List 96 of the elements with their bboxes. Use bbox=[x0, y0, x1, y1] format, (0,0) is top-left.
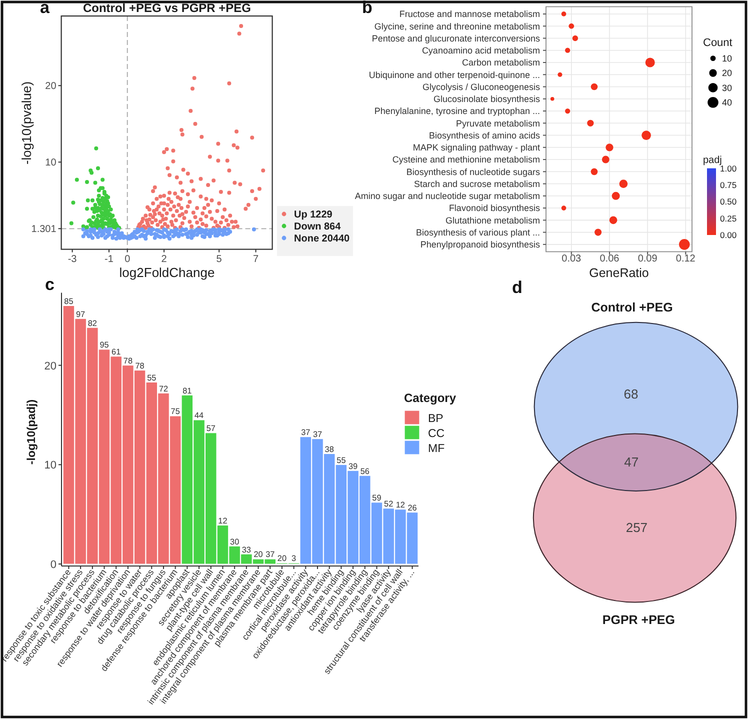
annotation: 61 bbox=[112, 348, 122, 357]
annotation: 75 bbox=[170, 407, 180, 416]
annotation: 56 bbox=[360, 466, 370, 476]
text: d bbox=[512, 278, 522, 297]
x-tick-label: 5 bbox=[216, 254, 222, 265]
annotation: 3 bbox=[292, 554, 297, 564]
y-tick-label: Ubiquinone and other terpenoid-quinone ... bbox=[368, 70, 540, 80]
annotation: 85 bbox=[64, 296, 74, 306]
x-axis-title: GeneRatio bbox=[589, 266, 649, 280]
annotation: 20 bbox=[254, 550, 264, 560]
x-tick-label: 0.09 bbox=[638, 254, 658, 265]
legend-title: Count bbox=[703, 37, 732, 49]
y-tick-label: 10 bbox=[44, 460, 56, 472]
y-tick-label: 1.301 bbox=[31, 224, 57, 236]
annotation: 33 bbox=[242, 545, 252, 554]
y-tick-label: Glycine, serine and threonine metabolism bbox=[374, 21, 540, 32]
data-label: 47 bbox=[624, 454, 639, 470]
annotation: 59 bbox=[372, 494, 382, 503]
legend-label: None 20440 bbox=[294, 234, 350, 244]
legend-label: BP bbox=[428, 413, 444, 425]
legend-label: 20 bbox=[722, 68, 732, 78]
y-tick-label: Fructose and mannose metabolism bbox=[399, 9, 540, 20]
annotation: 37 bbox=[266, 550, 276, 560]
annotation: 72 bbox=[158, 384, 168, 394]
x-tick-label: -1 bbox=[104, 254, 114, 265]
legend-label: MF bbox=[428, 443, 445, 455]
color-bar-label: 0.00 bbox=[720, 230, 737, 240]
legend-label: 10 bbox=[722, 54, 732, 64]
y-tick-label: Glycolysis / Gluconeogenesis bbox=[422, 82, 540, 92]
text: c bbox=[45, 275, 54, 294]
category-label: Control +PEG bbox=[591, 300, 673, 314]
y-tick-label: Glutathione metabolism bbox=[445, 215, 540, 226]
annotation: 95 bbox=[100, 340, 110, 350]
y-tick-label: Biosynthesis of nucleotide sugars bbox=[406, 166, 540, 177]
x-tick-label: 0.03 bbox=[562, 254, 582, 265]
data-label: 68 bbox=[624, 386, 638, 402]
annotation: 12 bbox=[218, 516, 228, 526]
legend-label: 40 bbox=[722, 98, 732, 108]
legend-label: 30 bbox=[722, 82, 732, 93]
y-tick-label: Phenylpropanoid biosynthesis bbox=[420, 240, 540, 250]
x-tick-label: -3 bbox=[68, 254, 78, 265]
color-bar-title: padj bbox=[703, 155, 722, 166]
annotation: 82 bbox=[88, 318, 98, 328]
annotation: 39 bbox=[348, 462, 358, 471]
y-tick-label: Cysteine and methionine metabolism bbox=[392, 154, 540, 165]
legend-label: Down 864 bbox=[294, 222, 342, 232]
annotation: 20 bbox=[277, 554, 287, 564]
color-bar-label: 0.50 bbox=[720, 196, 737, 207]
data-label: 257 bbox=[626, 520, 648, 535]
annotation: 12 bbox=[396, 500, 406, 510]
y-tick-label: Biosynthesis of various plant ... bbox=[416, 227, 540, 238]
color-bar-label: 0.75 bbox=[720, 180, 737, 190]
y-tick-label: Biosynthesis of amino acids bbox=[428, 130, 540, 140]
annotation: 44 bbox=[194, 411, 204, 420]
annotation: 38 bbox=[324, 444, 334, 454]
annotation: 37 bbox=[312, 430, 323, 440]
legend-label: Up 1229 bbox=[294, 210, 333, 220]
annotation: 57 bbox=[206, 424, 216, 434]
annotation: 78 bbox=[123, 356, 133, 366]
color-bar-label: 0.25 bbox=[720, 213, 737, 224]
annotation: 97 bbox=[76, 310, 86, 319]
y-tick-label: Pyruvate metabolism bbox=[456, 118, 540, 128]
legend-label: CC bbox=[428, 428, 445, 440]
x-tick-label: 7 bbox=[253, 254, 260, 265]
annotation: 81 bbox=[182, 386, 192, 396]
annotation: 26 bbox=[408, 504, 418, 513]
y-tick-label: Glucosinolate biosynthesis bbox=[433, 94, 540, 104]
annotation: 30 bbox=[230, 537, 240, 546]
annotation: 55 bbox=[147, 373, 157, 382]
x-tick-label: 0 bbox=[124, 254, 131, 265]
y-tick-label: 10 bbox=[45, 158, 57, 169]
text: a bbox=[40, 0, 50, 17]
y-tick-label: Phenylalanine, tyrosine and tryptophan ... bbox=[374, 106, 540, 116]
y-tick-label: Carbon metabolism bbox=[462, 58, 540, 68]
annotation: 52 bbox=[384, 500, 394, 509]
y-tick-label: 20 bbox=[44, 360, 56, 372]
x-tick-label: 0.12 bbox=[676, 254, 696, 265]
y-tick-label: Amino sugar and nucleotide sugar metabolism bbox=[354, 191, 540, 202]
category-label: PGPR +PEG bbox=[602, 613, 676, 628]
y-axis-title: -log10(pvalue) bbox=[19, 81, 34, 165]
y-axis-title: -log10(padj) bbox=[26, 399, 38, 465]
annotation: 37 bbox=[301, 428, 311, 438]
chart-title: Control +PEG vs PGPR +PEG bbox=[82, 1, 252, 15]
y-tick-label: Flavonoid biosynthesis bbox=[448, 203, 540, 214]
x-tick-label: 0.06 bbox=[600, 254, 620, 265]
color-bar-label: 1.00 bbox=[720, 163, 737, 174]
annotation: 78 bbox=[135, 361, 145, 370]
y-tick-label: 20 bbox=[45, 81, 57, 92]
x-tick-label: 2 bbox=[161, 254, 168, 265]
y-tick-label: Starch and sucrose metabolism bbox=[414, 178, 540, 189]
y-tick-label: MAPK signaling pathway - plant bbox=[412, 142, 540, 153]
x-axis-title: log2FoldChange bbox=[119, 265, 215, 280]
y-tick-label: Pentose and glucuronate interconversions bbox=[372, 33, 540, 44]
legend-title: Category bbox=[404, 391, 456, 405]
y-tick-label: Cyanoamino acid metabolism bbox=[422, 46, 540, 56]
annotation: 55 bbox=[336, 456, 346, 465]
